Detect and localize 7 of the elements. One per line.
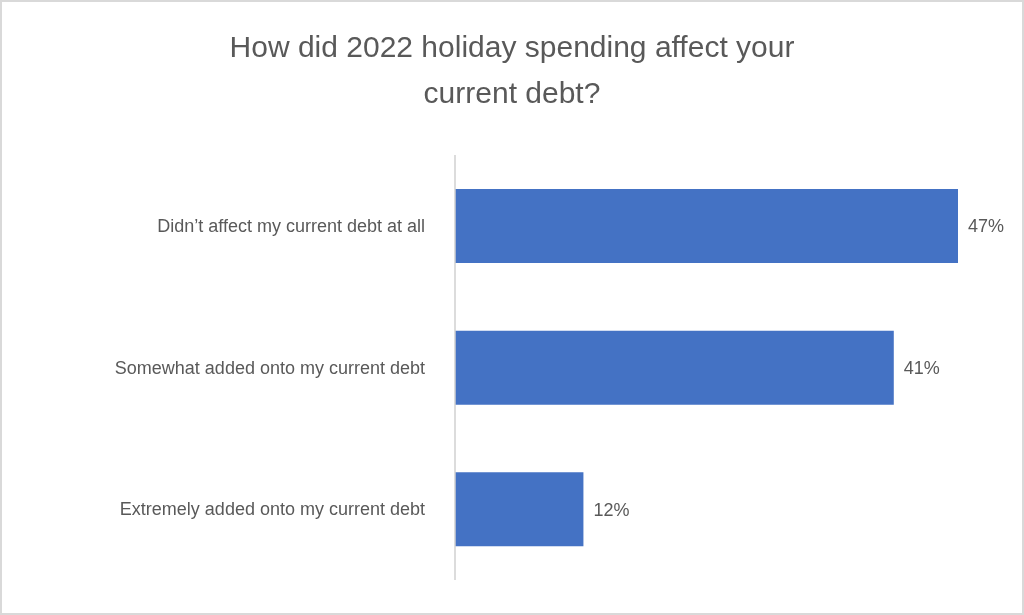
data-label: 12%: [593, 499, 630, 520]
chart-title: How did 2022 holiday spending affect your current debt?: [228, 29, 796, 111]
y-tick-label: Somewhat added onto my current debt: [114, 357, 425, 378]
data-label: 47%: [968, 216, 1005, 237]
y-tick-label: Didn’t affect my current debt at all: [157, 215, 425, 236]
data-label: 41%: [903, 358, 940, 379]
y-tick-label: Extremely added onto my current debt: [119, 499, 425, 520]
